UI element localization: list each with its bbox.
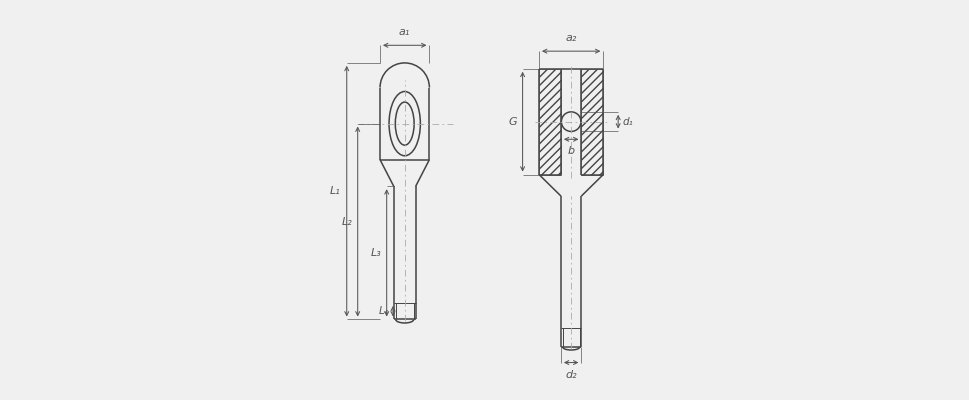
Text: a₂: a₂ bbox=[565, 33, 577, 43]
Bar bbox=[539, 69, 560, 174]
Text: a₁: a₁ bbox=[398, 28, 410, 38]
Text: b: b bbox=[567, 146, 575, 156]
Text: G: G bbox=[508, 117, 516, 127]
Text: L₃: L₃ bbox=[370, 248, 381, 258]
Text: L₄: L₄ bbox=[379, 306, 389, 316]
Text: L₁: L₁ bbox=[329, 186, 340, 196]
Text: d₂: d₂ bbox=[565, 370, 577, 380]
Text: d₁: d₁ bbox=[621, 117, 632, 127]
Text: L₂: L₂ bbox=[341, 216, 353, 226]
Bar bbox=[580, 69, 603, 174]
